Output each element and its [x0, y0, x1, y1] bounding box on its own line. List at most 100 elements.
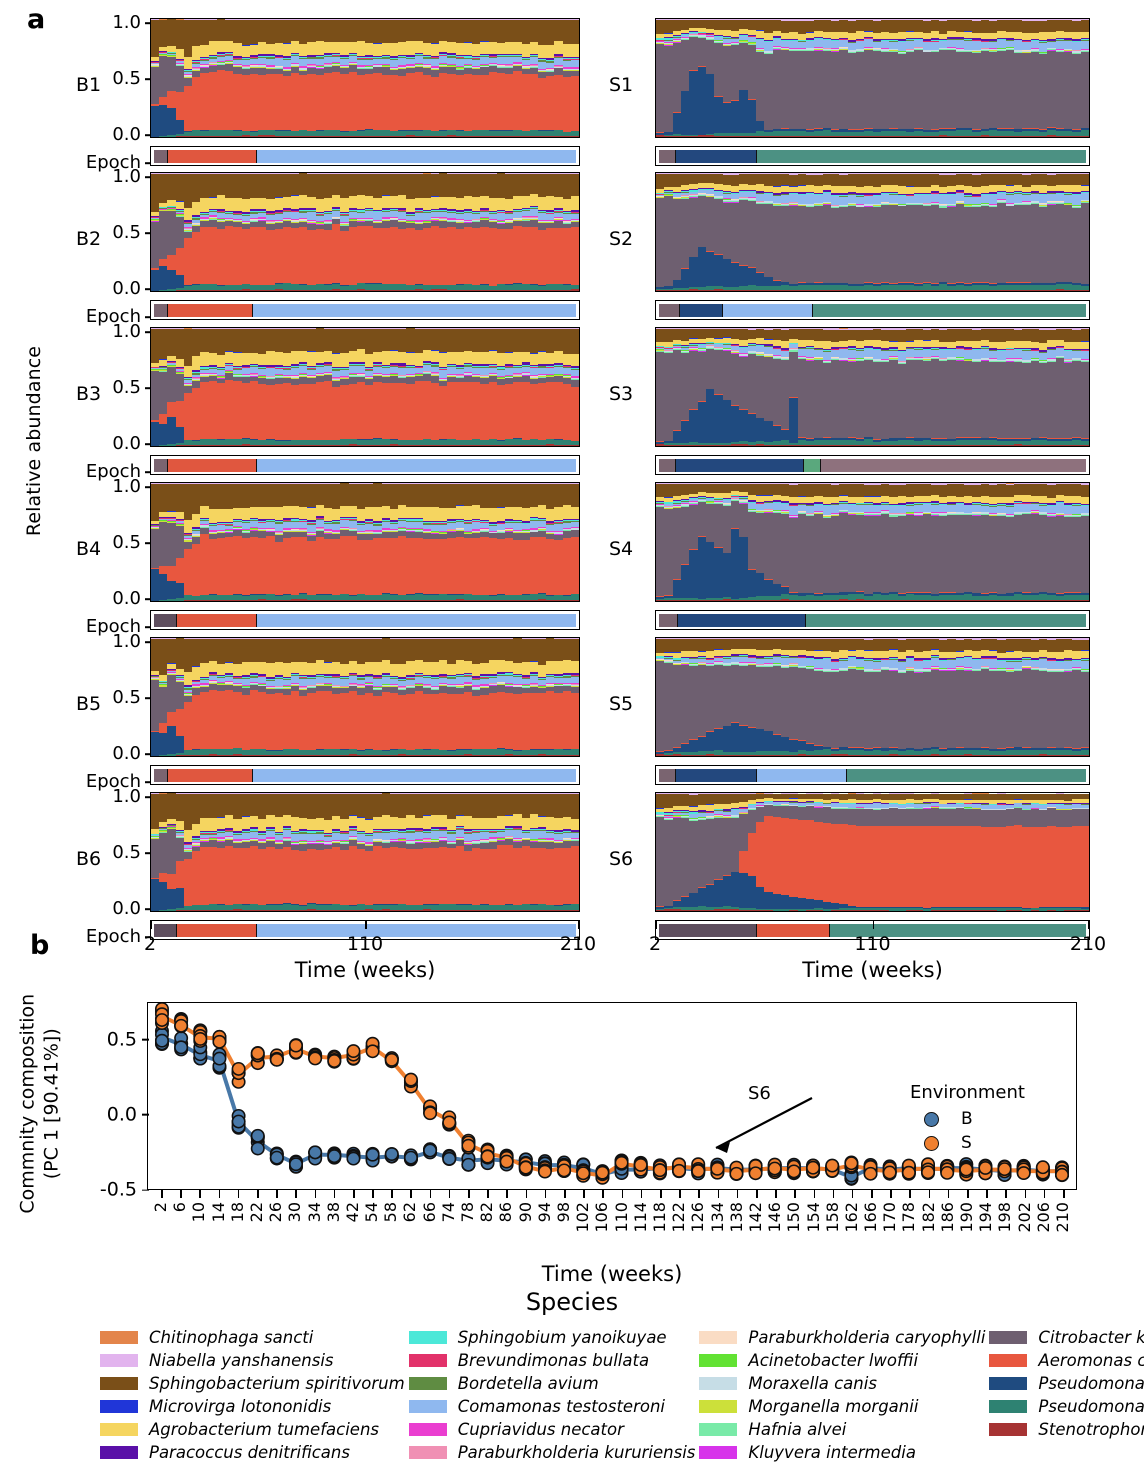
- abundance-segment: [316, 484, 324, 506]
- abundance-segment: [513, 445, 521, 446]
- abundance-segment: [291, 445, 299, 446]
- abundance-segment: [513, 196, 521, 208]
- abundance-segment: [200, 227, 208, 283]
- abundance-segment: [299, 484, 307, 507]
- abundance-segment: [439, 484, 447, 508]
- abundance-segment: [365, 136, 373, 137]
- abundance-timepoint: [513, 483, 521, 601]
- abundance-segment: [192, 290, 200, 291]
- abundance-segment: [266, 507, 274, 519]
- abundance-segment: [299, 195, 307, 208]
- abundance-segment: [431, 329, 439, 351]
- abundance-timepoint: [456, 173, 464, 291]
- abundance-segment: [497, 198, 505, 210]
- abundance-segment: [472, 538, 480, 594]
- abundance-timepoint: [332, 328, 340, 446]
- abundance-timepoint: [200, 328, 208, 446]
- abundance-timepoint: [167, 328, 175, 446]
- abundance-segment: [299, 20, 307, 44]
- abundance-segment: [340, 136, 348, 137]
- abundance-timepoint: [530, 328, 538, 446]
- abundance-segment: [357, 600, 365, 601]
- abundance-segment: [415, 381, 423, 439]
- abundance-timepoint: [365, 328, 373, 446]
- abundance-segment: [480, 20, 488, 42]
- abundance-segment: [316, 229, 324, 284]
- abundance-segment: [538, 174, 546, 197]
- abundance-segment: [480, 174, 488, 196]
- abundance-segment: [538, 484, 546, 506]
- abundance-segment: [497, 484, 505, 508]
- abundance-segment: [571, 196, 579, 209]
- abundance-segment: [538, 45, 546, 58]
- strip-label-b2: B2: [76, 230, 101, 249]
- abundance-segment: [546, 174, 554, 196]
- abundance-segment: [513, 174, 521, 196]
- abundance-segment: [266, 600, 274, 601]
- abundance-segment: [472, 174, 480, 197]
- abundance-segment: [489, 600, 497, 601]
- abundance-segment: [357, 484, 365, 509]
- abundance-segment: [398, 42, 406, 54]
- abundance-segment: [233, 536, 241, 595]
- abundance-segment: [275, 20, 283, 44]
- abundance-timepoint: [151, 173, 159, 291]
- abundance-segment: [415, 20, 423, 41]
- abundance-segment: [530, 209, 538, 216]
- abundance-segment: [382, 43, 390, 55]
- abundance-segment: [324, 484, 332, 508]
- abundance-segment: [167, 417, 175, 444]
- abundance-segment: [349, 20, 357, 42]
- abundance-segment: [365, 211, 373, 218]
- abundance-timepoint: [200, 483, 208, 601]
- abundance-segment: [200, 174, 208, 198]
- abundance-timepoint: [373, 483, 381, 601]
- abundance-segment: [258, 198, 266, 209]
- abundance-segment: [373, 174, 381, 198]
- abundance-segment: [200, 73, 208, 130]
- abundance-segment: [250, 537, 258, 594]
- abundance-segment: [390, 220, 398, 227]
- abundance-segment: [159, 424, 167, 445]
- abundance-segment: [365, 226, 373, 283]
- abundance-segment: [176, 275, 184, 288]
- abundance-segment: [340, 174, 348, 198]
- abundance-segment: [217, 222, 225, 229]
- abundance-segment: [250, 20, 258, 45]
- abundance-segment: [398, 329, 406, 352]
- abundance-segment: [357, 329, 365, 350]
- abundance-segment: [497, 73, 505, 130]
- abundance-segment: [398, 352, 406, 364]
- abundance-segment: [456, 20, 464, 43]
- abundance-timepoint: [242, 173, 250, 291]
- abundance-segment: [497, 508, 505, 521]
- abundance-timepoint: [266, 328, 274, 446]
- abundance-segment: [554, 136, 562, 137]
- abundance-segment: [480, 600, 488, 601]
- abundance-timepoint: [192, 173, 200, 291]
- abundance-segment: [275, 174, 283, 198]
- abundance-segment: [398, 505, 406, 518]
- abundance-timepoint: [242, 328, 250, 446]
- abundance-segment: [167, 174, 175, 201]
- abundance-segment: [365, 290, 373, 291]
- abundance-segment: [447, 445, 455, 446]
- abundance-segment: [513, 20, 521, 42]
- abundance-timepoint: [373, 328, 381, 446]
- abundance-segment: [390, 484, 398, 509]
- abundance-segment: [192, 174, 200, 202]
- abundance-segment: [225, 64, 233, 71]
- abundance-segment: [349, 329, 357, 351]
- abundance-timepoint: [250, 328, 258, 446]
- abundance-timepoint: [522, 328, 530, 446]
- abundance-timepoint: [431, 173, 439, 291]
- abundance-timepoint: [480, 173, 488, 291]
- abundance-segment: [390, 196, 398, 208]
- abundance-segment: [464, 329, 472, 351]
- abundance-timepoint: [159, 173, 167, 291]
- abundance-timepoint: [291, 483, 299, 601]
- abundance-segment: [316, 199, 324, 212]
- abundance-timepoint: [275, 19, 283, 137]
- abundance-segment: [209, 20, 217, 41]
- abundance-segment: [316, 537, 324, 594]
